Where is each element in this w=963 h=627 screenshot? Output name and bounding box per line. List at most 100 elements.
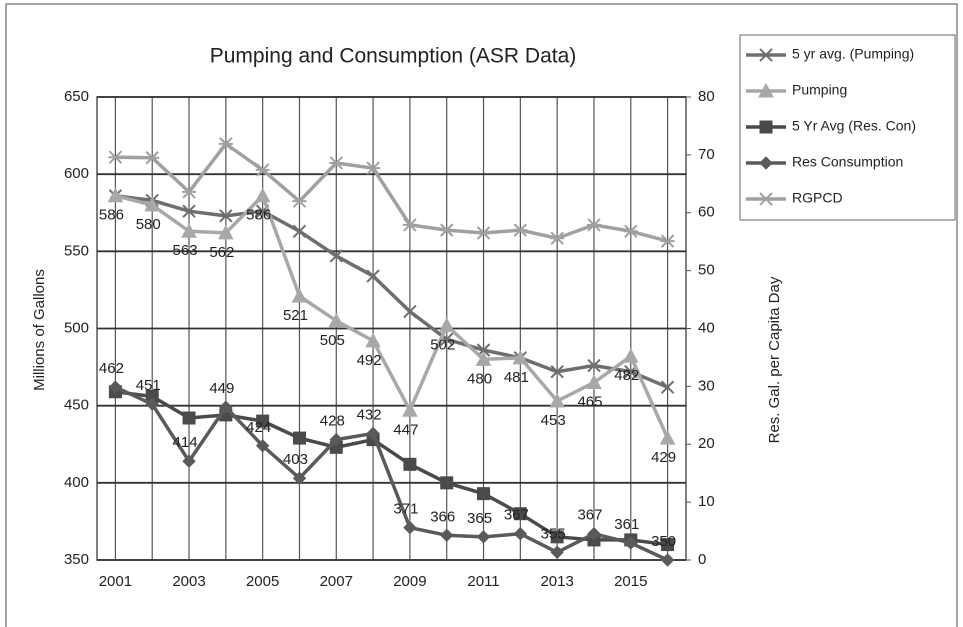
marker	[586, 374, 602, 390]
data-label: 449	[209, 380, 234, 397]
y-tick-label: 500	[64, 319, 89, 336]
marker	[366, 426, 380, 441]
marker	[219, 209, 233, 223]
marker	[759, 156, 773, 170]
data-label: 366	[430, 508, 455, 525]
series	[108, 380, 675, 567]
x-tick-label: 2015	[614, 573, 647, 590]
marker	[759, 192, 773, 206]
data-label: 451	[136, 377, 161, 394]
marker	[292, 194, 307, 208]
data-label: 428	[320, 413, 345, 430]
data-label: 432	[357, 406, 382, 423]
y2-tick-label: 0	[698, 551, 706, 568]
marker	[108, 150, 123, 164]
legend-label: 5 yr avg. (Pumping)	[792, 46, 914, 62]
marker	[476, 226, 491, 240]
data-label: 355	[541, 525, 566, 542]
chart-title: Pumping and Consumption (ASR Data)	[210, 45, 577, 68]
y-tick-label: 400	[64, 474, 89, 491]
marker	[550, 231, 565, 245]
data-label: 465	[577, 393, 602, 410]
data-label: 453	[541, 412, 566, 429]
marker	[218, 224, 234, 240]
data-label: 367	[577, 507, 602, 524]
marker	[403, 457, 417, 471]
x-tick-label: 2001	[99, 573, 132, 590]
marker	[622, 348, 639, 363]
marker	[329, 249, 343, 263]
x-tick-label: 2007	[320, 573, 353, 590]
y2-tick-label: 60	[698, 204, 715, 221]
marker	[623, 224, 638, 238]
data-label: 414	[173, 434, 198, 451]
data-label: 580	[136, 216, 161, 233]
data-label: 365	[467, 510, 492, 527]
marker	[108, 380, 123, 394]
marker	[402, 402, 418, 417]
data-label: 505	[320, 332, 345, 349]
marker	[513, 527, 528, 541]
x-tick-label: 2005	[246, 573, 279, 590]
marker	[550, 365, 564, 379]
marker	[256, 414, 270, 428]
x-tick-label: 2009	[393, 573, 426, 590]
marker	[624, 536, 638, 550]
marker	[403, 520, 417, 535]
y2-axis-label: Res. Gal. per Capita Day	[766, 276, 783, 443]
series	[107, 187, 676, 445]
marker	[586, 218, 601, 232]
marker	[329, 432, 343, 447]
x-tick-label: 2003	[172, 573, 205, 590]
series-line	[115, 141, 669, 243]
marker	[254, 187, 271, 203]
data-label: 586	[99, 207, 124, 224]
y2-tick-label: 20	[698, 435, 715, 452]
y2-tick-label: 70	[698, 146, 715, 163]
data-label: 371	[393, 501, 418, 518]
data-label: 361	[614, 516, 639, 533]
marker	[403, 304, 417, 319]
marker	[219, 400, 233, 414]
series-line	[114, 192, 670, 439]
marker	[439, 223, 454, 237]
marker	[292, 224, 307, 238]
data-label: 521	[283, 307, 308, 324]
marker	[759, 48, 773, 62]
series-line	[115, 194, 669, 389]
marker	[549, 392, 565, 408]
marker	[402, 218, 417, 232]
marker	[440, 528, 454, 543]
data-label: 429	[651, 449, 676, 466]
y2-tick-label: 10	[698, 493, 715, 510]
marker	[291, 288, 308, 303]
marker	[145, 151, 160, 165]
data-label: 350	[651, 533, 676, 550]
marker	[440, 476, 454, 490]
marker	[759, 120, 773, 134]
marker	[182, 411, 196, 425]
marker	[476, 530, 491, 544]
data-label: 563	[173, 242, 198, 259]
marker	[365, 332, 381, 348]
y-tick-label: 550	[64, 242, 89, 259]
marker	[758, 82, 774, 98]
legend-label: Res Consumption	[792, 154, 903, 170]
marker	[292, 471, 307, 485]
marker	[182, 454, 196, 468]
data-label: 462	[99, 360, 124, 377]
legend-label: Pumping	[792, 82, 847, 98]
y-tick-label: 350	[64, 551, 89, 568]
data-label: 562	[209, 244, 234, 261]
marker	[661, 538, 675, 552]
data-label: 367	[504, 507, 529, 524]
y-tick-label: 450	[64, 397, 89, 414]
marker	[513, 223, 528, 237]
marker	[550, 530, 564, 544]
marker	[550, 545, 564, 559]
marker	[587, 358, 601, 373]
data-label: 480	[467, 370, 492, 387]
marker	[477, 487, 491, 501]
marker	[181, 223, 197, 238]
marker	[587, 527, 601, 541]
